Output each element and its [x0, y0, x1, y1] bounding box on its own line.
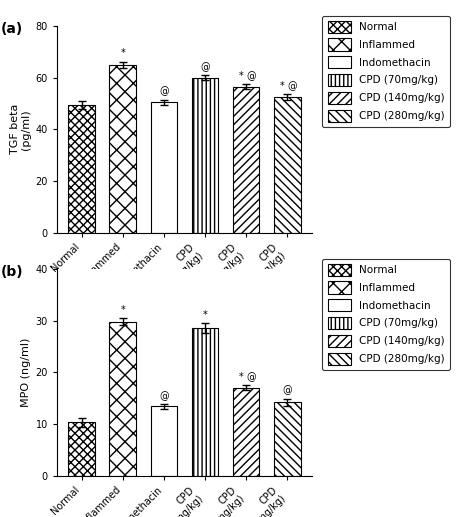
Bar [69, 422, 95, 476]
Text: @: @ [246, 372, 256, 382]
Text: (a): (a) [0, 22, 23, 36]
Bar [109, 65, 136, 233]
Legend: Normal, Inflammed, Indomethacin, CPD (70mg/kg), CPD (140mg/kg), CPD (280mg/kg): Normal, Inflammed, Indomethacin, CPD (70… [323, 258, 450, 370]
Text: @: @ [246, 71, 256, 81]
Bar [150, 102, 177, 233]
Bar [150, 406, 177, 476]
Y-axis label: TGF beta
(pg/ml): TGF beta (pg/ml) [9, 104, 31, 155]
Text: @: @ [159, 86, 169, 96]
Bar [192, 78, 219, 233]
Bar [274, 97, 300, 233]
Bar [233, 388, 260, 476]
Y-axis label: MPO (ng/ml): MPO (ng/ml) [21, 338, 31, 407]
Text: *: * [121, 49, 125, 58]
Bar [69, 104, 95, 233]
Bar [192, 328, 219, 476]
Text: *: * [238, 372, 243, 382]
Bar [274, 402, 300, 476]
Bar [109, 322, 136, 476]
Legend: Normal, Inflammed, Indomethacin, CPD (70mg/kg), CPD (140mg/kg), CPD (280mg/kg): Normal, Inflammed, Indomethacin, CPD (70… [323, 16, 450, 127]
Text: @: @ [159, 391, 169, 401]
Text: (b): (b) [0, 265, 23, 279]
Text: *: * [202, 310, 207, 320]
Bar [233, 86, 260, 233]
Text: *: * [238, 71, 243, 81]
Text: *: * [121, 305, 125, 315]
Text: @: @ [288, 81, 298, 90]
Text: @: @ [200, 63, 210, 72]
Text: *: * [280, 81, 284, 90]
Text: @: @ [282, 386, 292, 396]
